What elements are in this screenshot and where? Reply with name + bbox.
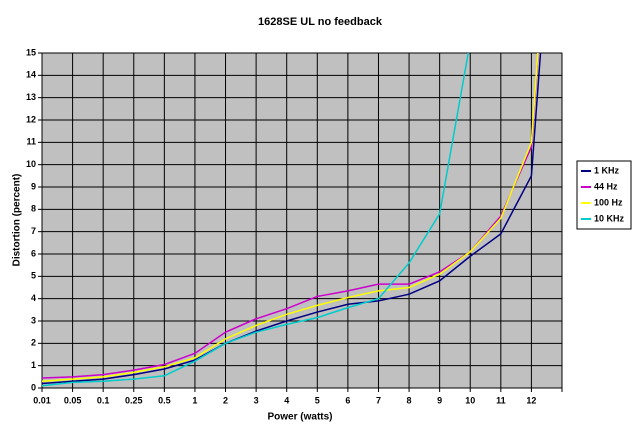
chart-title: 1628SE UL no feedback [258, 16, 383, 28]
series-line [42, 53, 470, 387]
x-tick-label: 11 [496, 395, 506, 405]
y-tick-label: 6 [31, 248, 36, 258]
y-axis-label: Distortion (percent) [12, 174, 23, 267]
legend-label: 1 KHz [594, 165, 620, 175]
y-tick-label: 15 [26, 47, 36, 57]
x-tick-label: 0.05 [64, 395, 82, 405]
x-tick-label: 10 [465, 395, 475, 405]
legend-box [576, 160, 632, 230]
y-tick-label: 1 [31, 360, 36, 370]
x-tick-label: 5 [315, 395, 320, 405]
series-line [42, 53, 539, 383]
x-tick-label: 6 [345, 395, 350, 405]
x-axis-label: Power (watts) [267, 412, 332, 423]
x-tick-label: 7 [376, 395, 381, 405]
y-tick-label: 13 [26, 92, 36, 102]
x-tick-label: 2 [223, 395, 228, 405]
y-tick-label: 9 [31, 181, 36, 191]
legend-label: 100 Hz [594, 197, 623, 207]
x-tick-label: 0.1 [97, 395, 110, 405]
x-tick-label: 9 [437, 395, 442, 405]
x-tick-label: 0.25 [125, 395, 143, 405]
legend-label: 44 Hz [594, 181, 618, 191]
x-tick-label: 1 [192, 395, 197, 405]
y-tick-label: 7 [31, 226, 36, 236]
y-tick-label: 4 [31, 293, 36, 303]
plot-area [41, 52, 563, 389]
y-tick-label: 8 [31, 204, 36, 214]
y-tick-label: 3 [31, 315, 36, 325]
y-tick-label: 11 [26, 137, 36, 147]
y-tick-label: 10 [26, 159, 36, 169]
y-tick-label: 0 [31, 382, 36, 392]
y-tick-label: 14 [26, 70, 36, 80]
y-tick-label: 12 [26, 114, 36, 124]
x-tick-label: 4 [284, 395, 289, 405]
y-tick-label: 2 [31, 338, 36, 348]
x-tick-label: 0.01 [33, 395, 51, 405]
x-tick-label: 0.5 [158, 395, 171, 405]
series-group [42, 53, 542, 387]
legend-label: 10 KHz [594, 213, 625, 223]
y-tick-label: 5 [31, 271, 36, 281]
x-tick-label: 3 [254, 395, 259, 405]
x-tick-label: 12 [526, 395, 536, 405]
x-tick-label: 8 [407, 395, 412, 405]
series-line [42, 53, 542, 385]
